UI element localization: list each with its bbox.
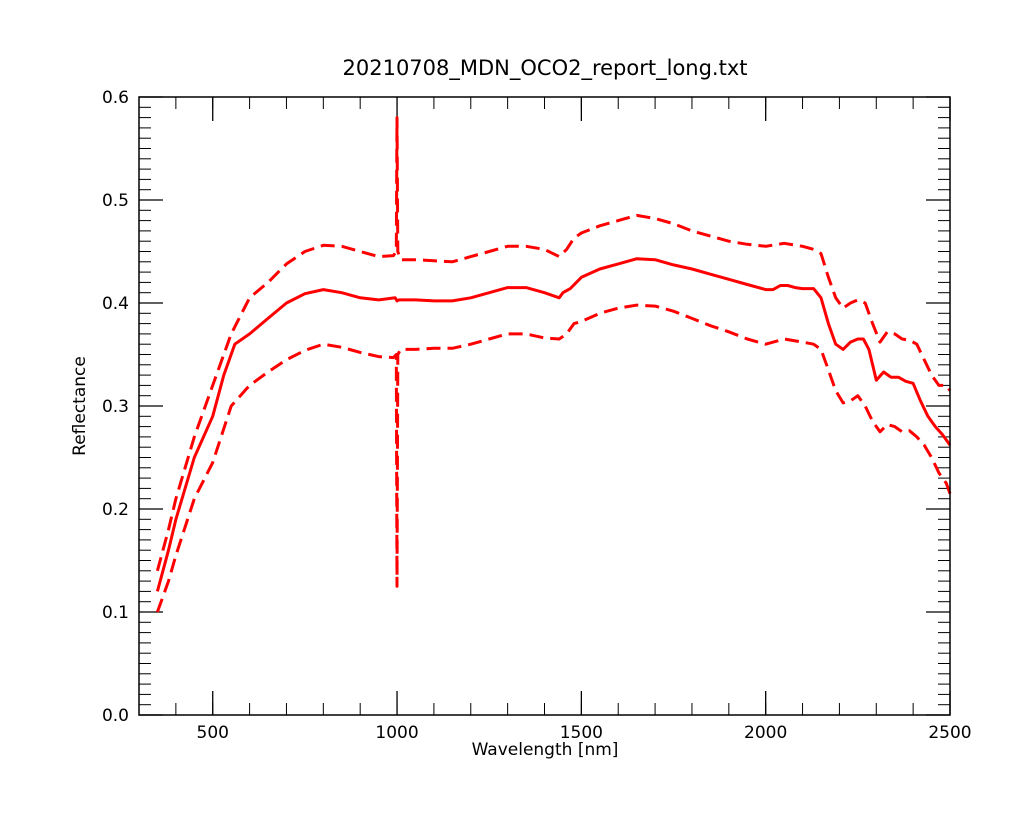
y-tick-label: 0.2	[102, 500, 129, 520]
y-tick-label: 0.1	[102, 603, 129, 623]
x-tick-label: 1500	[560, 723, 603, 743]
tick-labels: 500 1000 1500 2000 2500 0.0 0.1 0.2 0.3 0.4 0.5 0.6	[102, 88, 972, 743]
x-tick-label: 2000	[744, 723, 787, 743]
x-tick-label: 1000	[375, 723, 418, 743]
dashed-series-line-1	[155, 116, 952, 572]
x-tick-label: 500	[197, 723, 229, 743]
y-tick-label: 0.5	[102, 191, 129, 211]
y-tick-label: 0.6	[102, 88, 129, 108]
y-axis-label: Reflectance	[70, 356, 90, 456]
series-layer	[155, 116, 952, 613]
solid-series-line	[155, 257, 952, 592]
y-tick-label: 0.3	[102, 397, 129, 417]
x-axis-label: Wavelength [nm]	[472, 740, 619, 760]
plot-frame	[138, 96, 951, 716]
dashed-series-line-2	[155, 303, 952, 613]
y-tick-label: 0.4	[102, 294, 129, 314]
axis-ticks	[138, 96, 951, 716]
y-tick-label: 0.0	[102, 706, 129, 726]
x-tick-label: 2500	[928, 723, 971, 743]
chart-title: 20210708_MDN_OCO2_report_long.txt	[343, 56, 748, 81]
